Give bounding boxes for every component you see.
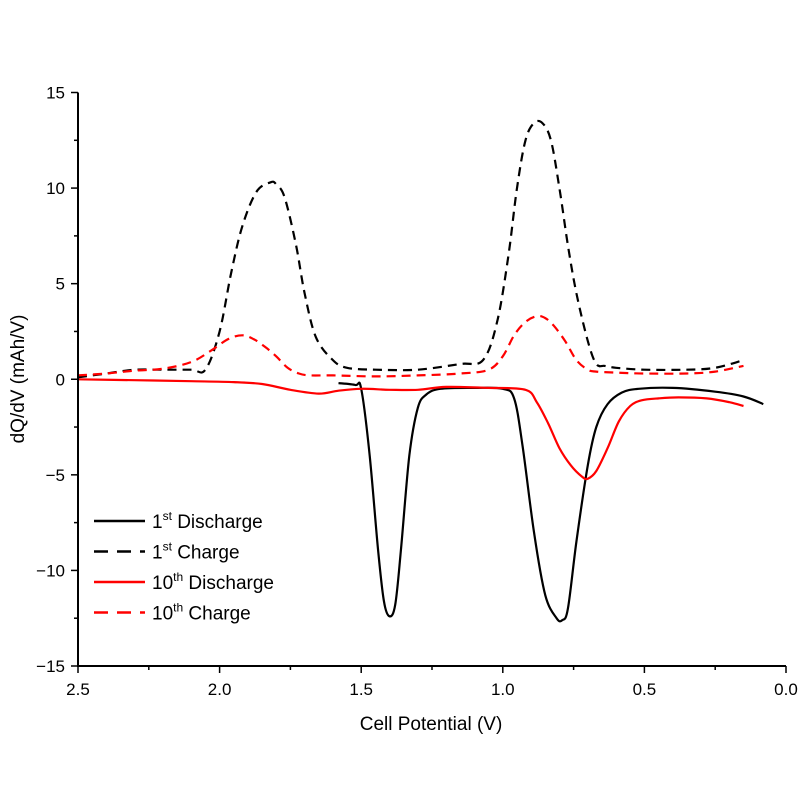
- y-tick-label: −5: [46, 466, 65, 485]
- legend-label: 10th Charge: [152, 601, 251, 625]
- x-axis-label: Cell Potential (V): [360, 714, 503, 735]
- legend-item: 1st Charge: [94, 540, 240, 564]
- y-tick-label: 10: [46, 179, 65, 198]
- y-tick-label: −10: [36, 561, 65, 580]
- legend-item: 10th Discharge: [94, 570, 274, 594]
- series-1st-charge: [77, 119, 744, 379]
- x-tick-label: 1.0: [491, 680, 515, 699]
- y-tick-label: −15: [36, 657, 65, 676]
- legend-item: 10th Charge: [94, 601, 251, 625]
- x-tick-label: 0.5: [633, 680, 657, 699]
- plot-curves: [77, 119, 764, 623]
- y-tick-label: 5: [56, 275, 65, 294]
- legend: 1st Discharge 1st Charge 10th Discharge 10t…: [94, 509, 274, 625]
- legend-label: 1st Charge: [152, 540, 240, 564]
- x-tick-label: 2.5: [66, 680, 90, 699]
- y-tick-label: 0: [56, 370, 65, 389]
- axes: 2.5 2.0 1.5 1.0 0.5 0.0 15 10 5 0 −5 −10 −15: [36, 84, 798, 700]
- series-10th-discharge: [77, 378, 744, 481]
- y-tick-label: 15: [46, 84, 65, 103]
- series-10th-charge: [77, 314, 744, 378]
- x-tick-label: 2.0: [208, 680, 232, 699]
- legend-label: 10th Discharge: [152, 570, 274, 594]
- y-axis-label: dQ/dV (mAh/V): [8, 315, 29, 444]
- x-tick-label: 1.5: [349, 680, 373, 699]
- x-tick-label: 0.0: [774, 680, 798, 699]
- series-1st-discharge: [338, 381, 764, 623]
- legend-item: 1st Discharge: [94, 509, 263, 533]
- legend-label: 1st Discharge: [152, 509, 263, 533]
